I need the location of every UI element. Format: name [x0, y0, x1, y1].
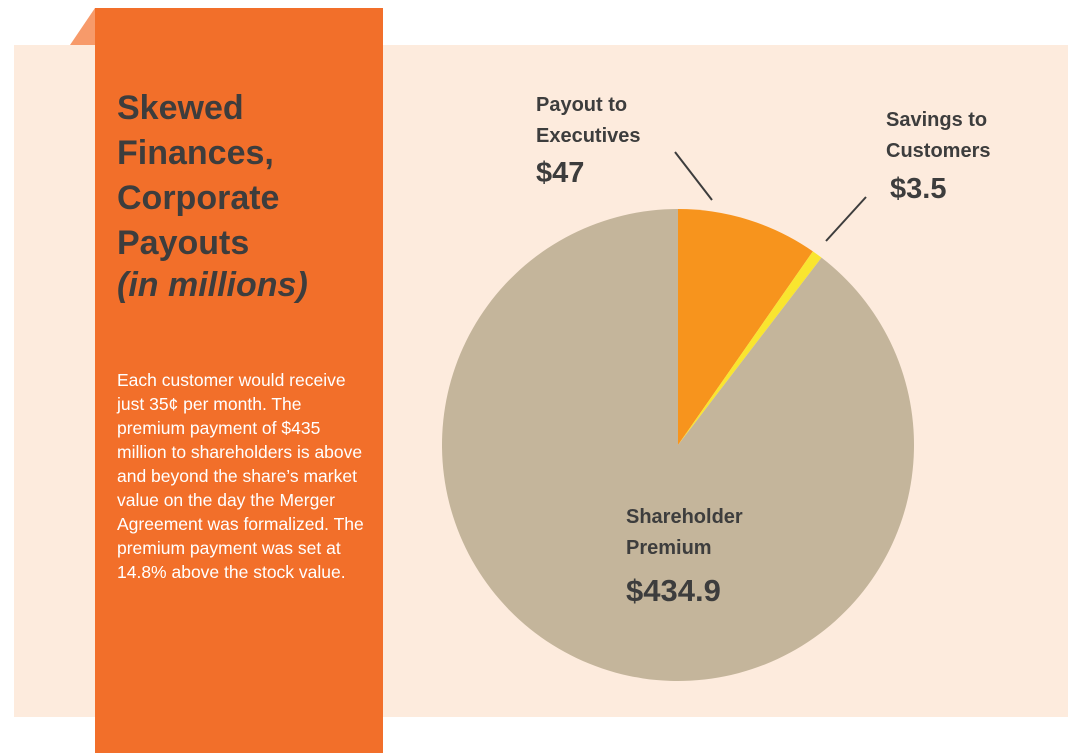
slice-label: Shareholder Premium: [626, 506, 743, 559]
value-label: $434.9: [626, 573, 721, 608]
pie-slice: [678, 251, 822, 445]
fold: [70, 8, 95, 45]
leader-line: [825, 196, 867, 242]
leader-line: [674, 151, 713, 201]
chart-subtitle: (in millions): [117, 266, 308, 304]
pie-slice: [441, 209, 914, 681]
slice-label: Savings to Customers: [886, 109, 991, 162]
title-card: [95, 8, 383, 753]
chart-title: Skewed Finances, Corporate Payouts: [117, 89, 280, 262]
slice-label: Payout to Executives: [536, 94, 641, 147]
value-label: $47: [536, 157, 585, 189]
description: Each customer would receive just 35¢ per…: [117, 370, 364, 582]
value-label: $3.5: [890, 173, 947, 205]
pie-slice: [678, 209, 813, 445]
